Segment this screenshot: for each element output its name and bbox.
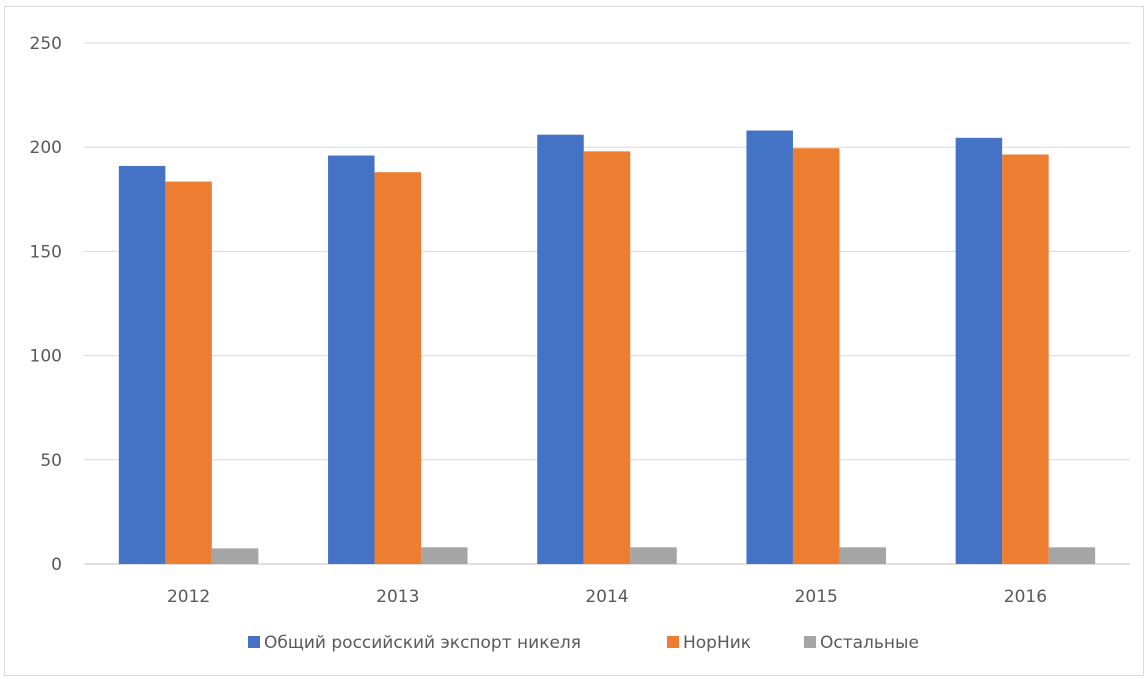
bar [839,547,886,564]
legend-swatch [667,636,679,648]
y-tick-label: 0 [51,555,62,575]
y-tick-label: 100 [30,347,62,367]
x-tick-label: 2015 [795,587,838,607]
y-tick-label: 250 [30,34,62,54]
bar [1048,547,1096,564]
x-tick-label: 2013 [376,587,419,607]
bar [165,181,212,564]
y-tick-label: 50 [40,451,62,471]
bar [746,130,793,564]
legend-label: Общий российский экспорт никеля [264,633,581,653]
x-tick-label: 2014 [585,587,628,607]
x-tick-label: 2016 [1004,587,1047,607]
bar [955,137,1003,564]
legend-label: НорНик [683,633,751,653]
bar [211,548,259,564]
y-tick-label: 150 [30,242,62,262]
bar [1002,154,1049,564]
legend-label: Остальные [820,633,919,653]
bar [118,165,166,564]
bar [583,151,631,565]
bar [374,172,422,564]
x-axis-ticks: 2012 2013 2014 2015 2016 [167,587,1047,607]
y-tick-label: 200 [30,138,62,158]
bar [630,547,677,564]
legend-swatch [804,636,816,648]
bar [537,134,584,565]
x-tick-label: 2012 [167,587,210,607]
y-axis-ticks: 0 50 100 150 200 250 [30,34,62,575]
bar [792,148,840,564]
bar [328,155,375,564]
legend: Общий российский экспорт никеля НорНик Ост… [248,633,919,653]
bars [118,130,1096,565]
legend-swatch [248,636,260,648]
bar [421,547,468,564]
